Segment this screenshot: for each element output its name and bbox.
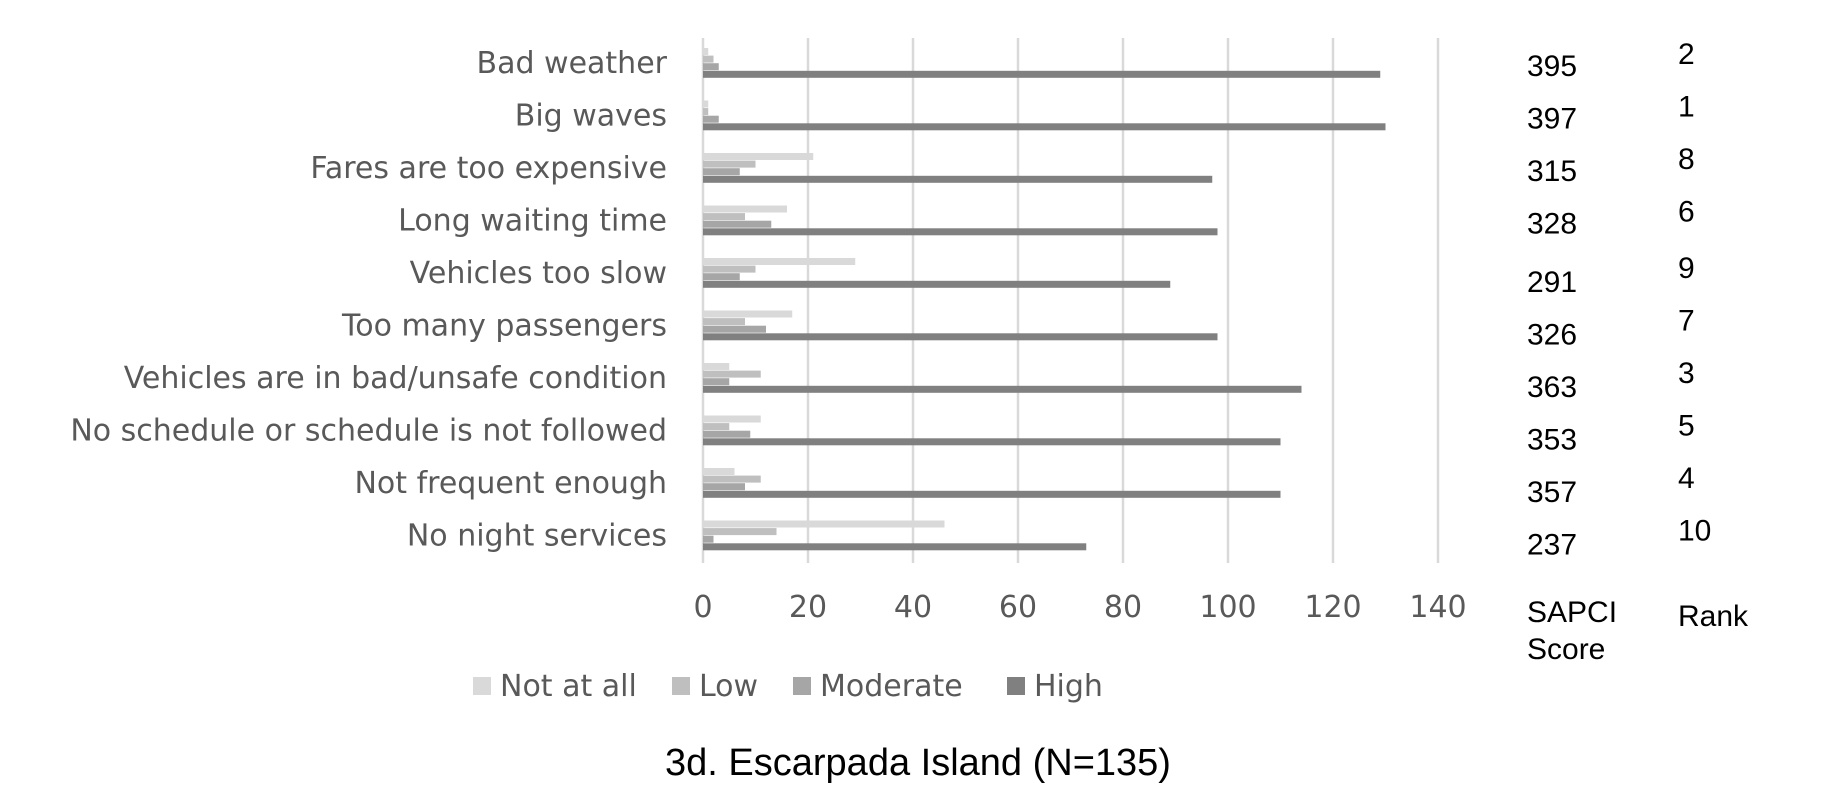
bar-moderate <box>703 220 772 228</box>
bar-high <box>703 70 1381 78</box>
legend-swatch <box>672 677 690 695</box>
legend-swatch <box>473 677 491 695</box>
bar-not-at-all <box>703 100 709 108</box>
bar-moderate <box>703 168 740 176</box>
rank-value: 5 <box>1678 410 1695 443</box>
category-labels: Bad weather Big waves Fares are too expens… <box>70 46 667 554</box>
bar-moderate <box>703 378 730 386</box>
bar-not-at-all <box>703 153 814 160</box>
bar-moderate <box>703 325 766 333</box>
sapci-score: 397 <box>1527 103 1577 136</box>
x-tick-labels: 0 20 40 60 80 100 120 140 <box>693 590 1466 625</box>
rank-value: 2 <box>1678 38 1695 71</box>
category-label: Vehicles are in bad/unsafe condition <box>124 361 667 396</box>
bar-not-at-all <box>703 363 730 370</box>
rank-value: 9 <box>1678 252 1695 285</box>
bar-moderate <box>703 535 714 543</box>
bar-moderate <box>703 483 745 491</box>
category-label: Big waves <box>515 99 667 134</box>
bar-low <box>703 475 761 483</box>
bar-high <box>703 385 1302 393</box>
bar-high <box>703 123 1386 131</box>
x-tick-label: 60 <box>999 590 1037 625</box>
legend-label: High <box>1034 669 1103 704</box>
sapci-score: 326 <box>1527 319 1577 352</box>
legend-swatch <box>793 677 811 695</box>
category-label: Long waiting time <box>398 204 667 239</box>
category-label: Too many passengers <box>341 309 667 344</box>
bar-high <box>703 438 1281 446</box>
rank-header: Rank <box>1678 600 1749 633</box>
bar-not-at-all <box>703 310 793 318</box>
sapci-score: 315 <box>1527 155 1577 188</box>
bar-high <box>703 490 1281 498</box>
rank-value: 4 <box>1678 462 1695 495</box>
sapci-score-column: 395 397 315 328 291 326 363 353 357 237 SAPCI Score <box>1527 50 1617 666</box>
sapci-score: 357 <box>1527 476 1577 509</box>
legend-label: Low <box>699 669 758 704</box>
legend-label: Moderate <box>820 669 963 704</box>
category-label: No night services <box>407 519 667 554</box>
bar-low <box>703 55 714 63</box>
bar-low <box>703 528 777 536</box>
bar-not-at-all <box>703 468 735 475</box>
rank-value: 1 <box>1678 91 1695 124</box>
bar-high <box>703 228 1218 236</box>
x-tick-label: 80 <box>1104 590 1142 625</box>
category-label: Vehicles too slow <box>410 256 667 291</box>
bar-moderate <box>703 273 740 281</box>
bar-moderate <box>703 115 719 123</box>
rank-value: 10 <box>1678 515 1711 548</box>
sapci-score: 395 <box>1527 50 1577 83</box>
rank-value: 3 <box>1678 357 1695 390</box>
chart-title: 3d. Escarpada Island (N=135) <box>665 742 1171 784</box>
rank-value: 6 <box>1678 196 1695 229</box>
bar-high <box>703 333 1218 341</box>
sapci-score: 363 <box>1527 371 1577 404</box>
category-label: No schedule or schedule is not followed <box>70 414 667 449</box>
bar-high <box>703 175 1213 183</box>
sapci-score: 291 <box>1527 266 1577 299</box>
sapci-header: SAPCI <box>1527 596 1617 629</box>
x-tick-label: 40 <box>894 590 932 625</box>
bar-high <box>703 280 1171 288</box>
rank-column: 2 1 8 6 9 7 3 5 4 10 Rank <box>1678 38 1749 633</box>
x-tick-label: 20 <box>789 590 827 625</box>
bar-moderate <box>703 430 751 438</box>
bar-low <box>703 213 745 221</box>
legend: Not at all Low Moderate High <box>473 669 1103 704</box>
bar-low <box>703 318 745 326</box>
bar-low <box>703 265 756 273</box>
x-tick-label: 0 <box>693 590 712 625</box>
x-tick-label: 140 <box>1409 590 1466 625</box>
sapci-score: 353 <box>1527 424 1577 457</box>
gridlines <box>701 38 1440 563</box>
legend-swatch <box>1007 677 1025 695</box>
sapci-score: 328 <box>1527 208 1577 241</box>
bar-low <box>703 423 730 431</box>
bar-high <box>703 543 1087 551</box>
bar-not-at-all <box>703 258 856 265</box>
bar-moderate <box>703 63 719 71</box>
sapci-header: Score <box>1527 633 1605 666</box>
bar-not-at-all <box>703 48 709 55</box>
category-label: Not frequent enough <box>354 466 667 501</box>
bar-low <box>703 160 756 168</box>
bar-not-at-all <box>703 415 761 423</box>
bar-low <box>703 370 761 378</box>
rank-value: 8 <box>1678 143 1695 176</box>
bars <box>703 48 1386 551</box>
category-label: Bad weather <box>477 46 668 81</box>
x-tick-label: 100 <box>1199 590 1256 625</box>
sapci-score: 237 <box>1527 529 1577 562</box>
rank-value: 7 <box>1678 305 1695 338</box>
bar-low <box>703 108 709 116</box>
bar-not-at-all <box>703 520 945 528</box>
x-tick-label: 120 <box>1304 590 1361 625</box>
bar-not-at-all <box>703 205 787 213</box>
category-label: Fares are too expensive <box>310 151 667 186</box>
legend-label: Not at all <box>500 669 637 704</box>
